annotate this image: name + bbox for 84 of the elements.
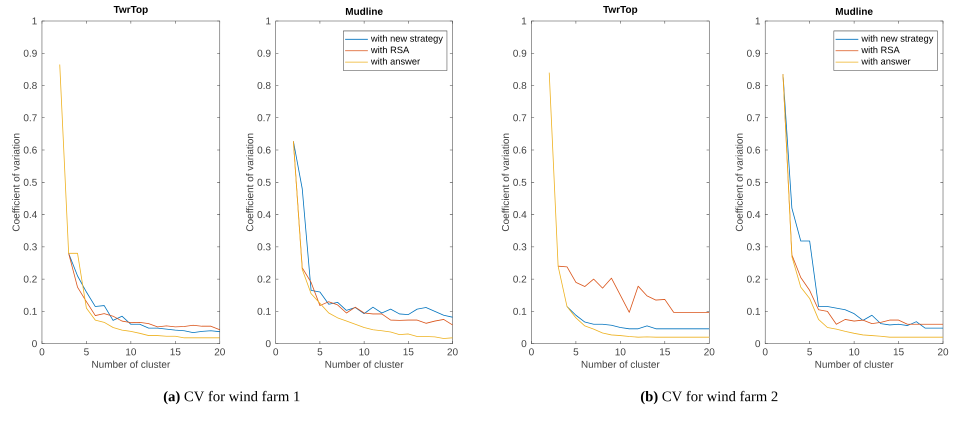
y-tick-label: 0.9 (513, 50, 526, 58)
chart-title: Mudline (836, 8, 873, 16)
y-tick-label: 0.6 (24, 146, 37, 154)
x-tick-label: 20 (938, 348, 948, 356)
legend-label: with RSA (370, 46, 410, 54)
legend-label: with new strategy (861, 35, 934, 44)
x-axis-title: Number of cluster (326, 360, 404, 368)
y-tick-label: 0.3 (24, 244, 37, 251)
y-tick-label: 0.8 (747, 82, 760, 90)
text: (a) CV for wind farm 1 (164, 391, 300, 405)
x-tick-label: 20 (214, 348, 225, 356)
y-tick-label: 1 (32, 18, 37, 25)
x-tick-label: 15 (894, 348, 904, 356)
y-tick-label: 0.7 (258, 114, 271, 122)
y-tick-label: 0.4 (24, 211, 37, 218)
chart-title: TwrTop (603, 6, 638, 16)
y-tick-label: 0.2 (24, 276, 37, 283)
legend-label: with RSA (861, 46, 900, 54)
y-tick-label: 0.4 (258, 211, 271, 218)
x-tick-label: 5 (807, 348, 812, 356)
y-tick-label: 0 (32, 340, 37, 348)
y-tick-label: 0.5 (513, 178, 526, 186)
y-tick-label: 1 (266, 18, 271, 25)
y-tick-label: 0.5 (747, 178, 760, 186)
y-tick-label: 0.7 (513, 114, 526, 122)
x-tick-label: 0 (529, 348, 534, 356)
y-tick-label: 0.4 (747, 211, 760, 218)
y-tick-label: 0.8 (24, 82, 37, 90)
legend-label: with answer (861, 58, 910, 65)
x-tick-label: 0 (273, 348, 278, 356)
chart-title: TwrTop (114, 6, 148, 16)
x-tick-label: 10 (616, 348, 626, 356)
y-tick-label: 0 (522, 340, 526, 348)
y-tick-label: 0.9 (747, 50, 760, 58)
y-tick-label: 0.5 (24, 178, 37, 186)
y-tick-label: 0.9 (24, 50, 37, 58)
y-axis-title: Coefficient of variation (735, 134, 743, 232)
x-tick-label: 15 (660, 348, 670, 356)
y-tick-label: 0.2 (513, 276, 526, 283)
x-axis-title: Number of cluster (582, 360, 660, 368)
y-tick-label: 0.6 (258, 146, 271, 154)
x-tick-label: 10 (126, 348, 136, 356)
x-tick-label: 5 (318, 348, 322, 356)
y-tick-label: 0.2 (258, 276, 271, 283)
x-tick-label: 15 (170, 348, 180, 356)
x-axis-title: Number of cluster (816, 360, 894, 368)
y-tick-label: 0.3 (747, 244, 760, 251)
y-tick-label: 0 (266, 340, 271, 348)
x-tick-label: 10 (359, 348, 370, 356)
y-tick-label: 0.7 (24, 114, 37, 122)
y-tick-label: 0.3 (258, 244, 271, 251)
legend-label: with new strategy (370, 35, 443, 44)
y-tick-label: 0.4 (513, 211, 526, 218)
y-axis-title: Coefficient of variation (502, 134, 510, 232)
x-tick-label: 15 (404, 348, 414, 356)
y-tick-label: 0.1 (258, 308, 271, 316)
y-axis-title: Coefficient of variation (12, 134, 20, 232)
x-tick-label: 0 (40, 348, 44, 356)
y-tick-label: 0.3 (513, 244, 526, 251)
text: (b) CV for wind farm 2 (640, 391, 778, 405)
y-tick-label: 0.8 (258, 82, 271, 90)
x-tick-label: 20 (704, 348, 714, 356)
x-tick-label: 5 (84, 348, 89, 356)
y-tick-label: 0.8 (513, 82, 526, 90)
y-tick-label: 0.2 (747, 276, 760, 283)
y-axis-title: Coefficient of variation (246, 134, 254, 232)
y-tick-label: 0.5 (258, 178, 271, 186)
x-axis-title: Number of cluster (92, 360, 170, 368)
x-tick-label: 20 (447, 348, 458, 356)
y-tick-label: 0.9 (258, 50, 271, 58)
y-tick-label: 1 (522, 18, 526, 25)
x-tick-label: 5 (574, 348, 578, 356)
x-tick-label: 0 (762, 348, 768, 356)
y-tick-label: 0.1 (513, 308, 526, 316)
y-tick-label: 0.6 (747, 146, 760, 154)
chart-title: Mudline (346, 8, 383, 16)
y-tick-label: 0.1 (747, 308, 760, 316)
y-tick-label: 0.6 (513, 146, 526, 154)
y-tick-label: 1 (756, 18, 760, 25)
legend-label: with answer (370, 58, 420, 65)
x-tick-label: 10 (849, 348, 860, 356)
y-tick-label: 0 (755, 340, 760, 348)
y-tick-label: 0.1 (24, 308, 37, 316)
y-tick-label: 0.7 (747, 114, 760, 122)
